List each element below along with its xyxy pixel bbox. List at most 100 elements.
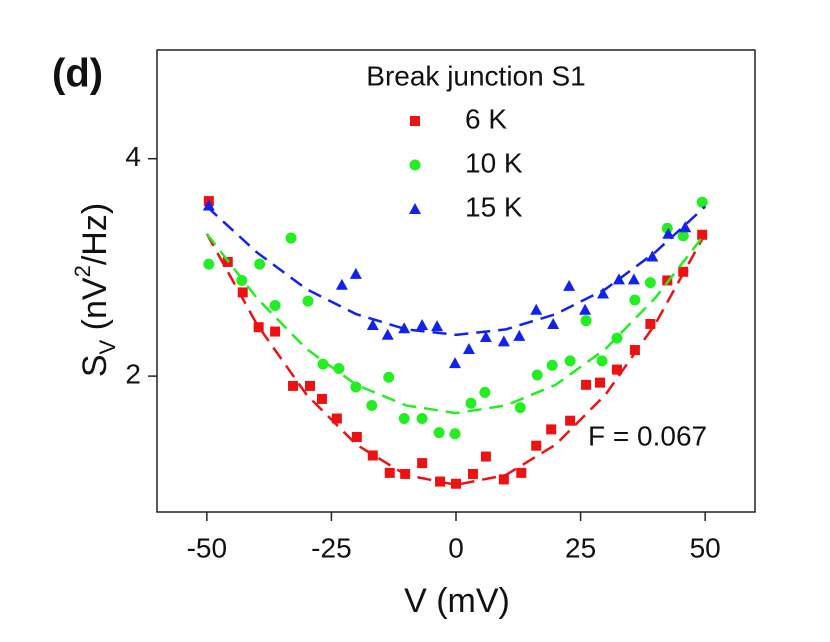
y-label-part: /Hz) [76, 203, 114, 265]
data-point [597, 287, 610, 299]
data-point [629, 294, 641, 306]
data-point [611, 332, 623, 344]
data-point [595, 377, 606, 388]
fano-annotation: F = 0.067 [588, 420, 707, 451]
y-axis-label: SV (nV2/Hz) [70, 203, 120, 377]
data-point [565, 415, 576, 426]
data-point [304, 380, 315, 391]
data-point [433, 427, 445, 439]
data-point [254, 258, 266, 270]
data-point [435, 476, 446, 487]
data-point [677, 230, 689, 242]
x-tick-label: 0 [448, 532, 464, 563]
data-point [627, 273, 640, 285]
data-point [384, 467, 395, 478]
data-point [335, 278, 348, 290]
x-tick-label: -50 [187, 532, 227, 563]
data-point [581, 379, 592, 390]
data-point [285, 232, 297, 244]
data-point [611, 364, 622, 375]
data-point [462, 342, 475, 354]
data-point [331, 413, 342, 424]
data-point [480, 451, 491, 462]
data-point [479, 386, 491, 398]
data-point [351, 431, 362, 442]
data-point [333, 363, 345, 375]
data-point [579, 303, 592, 315]
y-label-part: (nV [76, 277, 114, 340]
y-tick-label: 2 [125, 359, 141, 390]
y-label-part: V [95, 339, 120, 354]
data-point [644, 277, 656, 289]
data-point [288, 380, 299, 391]
data-point [400, 468, 411, 479]
data-point [316, 393, 327, 404]
data-point [498, 474, 509, 485]
data-point [679, 221, 692, 233]
data-point [629, 345, 640, 356]
data-point [202, 199, 215, 211]
data-point [381, 328, 394, 340]
panel-label: (d) [52, 52, 103, 96]
x-axis-label: V (mV) [404, 582, 510, 620]
data-point [662, 227, 675, 239]
data-point [317, 358, 329, 370]
y-label-part: S [76, 354, 114, 377]
data-point [497, 335, 510, 347]
data-point [696, 196, 708, 208]
x-tick-label: 25 [565, 532, 596, 563]
data-point [383, 371, 395, 383]
data-point [449, 357, 462, 369]
data-point [367, 450, 378, 461]
legend-marker [410, 116, 420, 126]
data-point [449, 428, 461, 440]
data-point [531, 369, 543, 381]
data-point [203, 258, 215, 270]
data-point [547, 317, 560, 329]
data-point [546, 424, 557, 435]
data-point [645, 318, 656, 329]
data-point [431, 320, 444, 332]
data-point [467, 468, 478, 479]
y-label-part: 2 [70, 265, 95, 277]
data-point [350, 381, 362, 393]
data-point [366, 399, 378, 411]
data-point [417, 458, 428, 469]
data-point [646, 250, 659, 262]
data-point [237, 287, 248, 298]
fit-line [205, 205, 707, 337]
data-point [465, 397, 477, 409]
data-point [546, 359, 558, 371]
data-point [269, 299, 281, 311]
data-point [366, 319, 379, 331]
data-point [513, 329, 526, 341]
fit-line [205, 232, 707, 415]
data-point [398, 413, 410, 425]
data-point [451, 478, 461, 489]
legend-marker [409, 159, 421, 171]
legend-title: Break junction S1 [366, 60, 585, 91]
data-point [516, 467, 527, 478]
fit-line [205, 233, 707, 487]
data-point [302, 295, 314, 307]
data-point [563, 279, 576, 291]
data-point [580, 315, 592, 327]
legend-label: 15 K [465, 191, 523, 222]
data-point [564, 355, 576, 367]
y-tick-label: 4 [125, 141, 141, 172]
data-point [236, 274, 248, 286]
legend-label: 6 K [465, 103, 507, 134]
data-point [349, 267, 362, 279]
legend-marker [409, 203, 421, 214]
x-tick-label: 50 [690, 532, 721, 563]
data-point [530, 303, 543, 315]
data-point [398, 322, 411, 334]
x-tick-label: -25 [311, 532, 351, 563]
data-point [531, 440, 542, 451]
data-point [678, 266, 689, 277]
data-point [416, 319, 429, 331]
legend-label: 10 K [465, 147, 523, 178]
data-point [697, 229, 708, 240]
data-point [514, 402, 526, 414]
